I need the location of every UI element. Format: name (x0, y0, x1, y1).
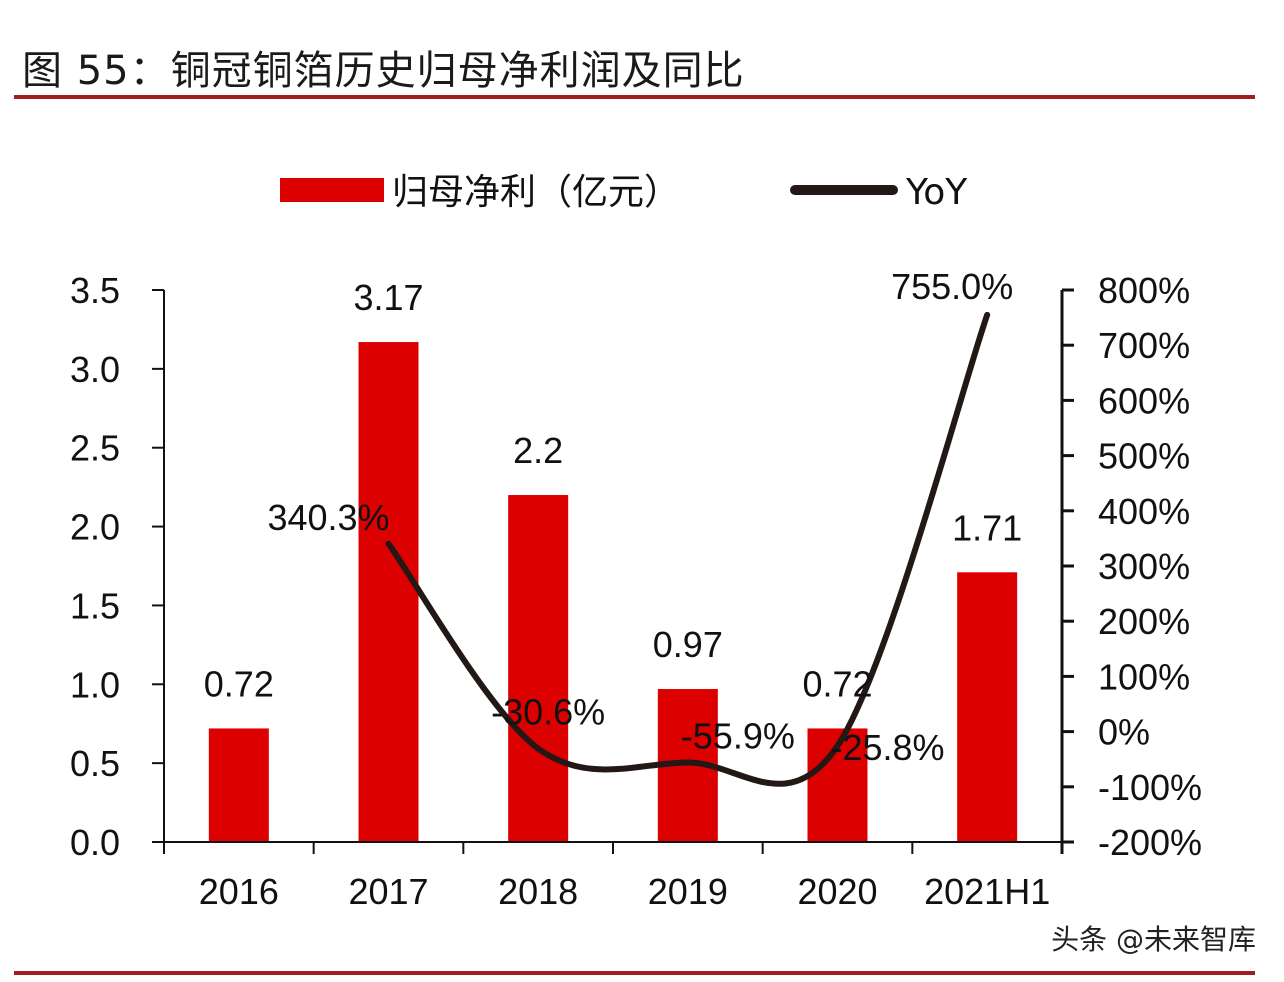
yoy-value-label: -25.8% (830, 727, 944, 768)
right-tick-label: -100% (1098, 767, 1202, 808)
bar-2021H1 (957, 572, 1018, 842)
left-tick-label: 2.5 (70, 428, 120, 469)
legend-bar-label: 归母净利（亿元） (392, 172, 680, 213)
yoy-line (385, 311, 991, 787)
right-tick-label: 300% (1098, 546, 1190, 587)
bar-2016 (208, 728, 269, 842)
right-tick-label: 400% (1098, 491, 1190, 532)
x-tick-label: 2020 (797, 871, 877, 912)
yoy-value-label: 755.0% (891, 266, 1013, 307)
bar-value-label: 0.72 (802, 663, 872, 704)
bar-value-label: 0.97 (653, 624, 723, 665)
right-tick-label: 800% (1098, 270, 1190, 311)
x-tick-label: 2019 (648, 871, 728, 912)
right-tick-label: 700% (1098, 325, 1190, 366)
yoy-value-label: 340.3% (267, 497, 389, 538)
bar-value-label: 3.17 (353, 277, 423, 318)
footer-divider (14, 971, 1255, 975)
right-tick-label: 0% (1098, 712, 1150, 753)
bar-value-label: 2.2 (513, 430, 563, 471)
title-divider (14, 95, 1255, 99)
right-tick-label: 100% (1098, 656, 1190, 697)
left-tick-label: 0.5 (70, 743, 120, 784)
right-tick-label: 200% (1098, 601, 1190, 642)
left-tick-label: 0.0 (70, 822, 120, 863)
x-tick-label: 2017 (348, 871, 428, 912)
right-tick-label: 600% (1098, 380, 1190, 421)
right-tick-label: -200% (1098, 822, 1202, 863)
bar-value-label: 1.71 (952, 507, 1022, 548)
right-tick-label: 500% (1098, 436, 1190, 477)
x-tick-label: 2018 (498, 871, 578, 912)
left-tick-label: 2.0 (70, 507, 120, 548)
watermark: 头条 @未来智库 (1051, 923, 1256, 956)
bar-value-label: 0.72 (204, 663, 274, 704)
legend-bar-swatch (280, 178, 384, 202)
yoy-value-label: -30.6% (491, 691, 605, 732)
bar-2017 (358, 342, 419, 842)
left-tick-label: 1.0 (70, 664, 120, 705)
x-tick-label: 2021H1 (924, 871, 1050, 912)
left-tick-label: 3.0 (70, 349, 120, 390)
legend: 归母净利（亿元） YoY (280, 172, 968, 213)
legend-line-label: YoY (905, 172, 968, 213)
yoy-value-label: -55.9% (681, 715, 795, 756)
bar-2018 (508, 495, 569, 842)
chart-title: 图 55：铜冠铜箔历史归母净利润及同比 (22, 48, 745, 94)
x-tick-label: 2016 (199, 871, 279, 912)
left-tick-label: 3.5 (70, 270, 120, 311)
left-tick-label: 1.5 (70, 585, 120, 626)
